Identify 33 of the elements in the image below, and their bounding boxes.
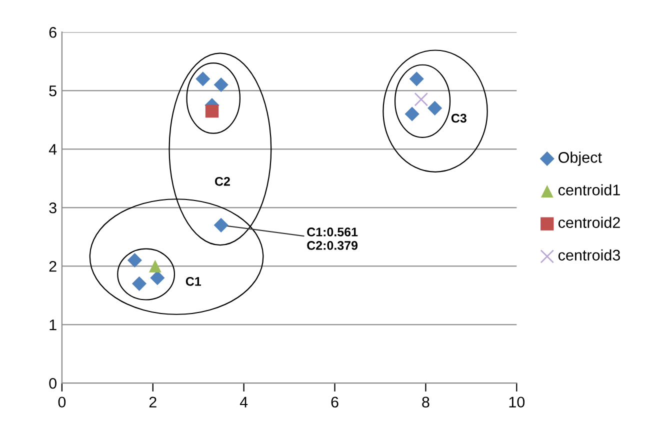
point — [148, 260, 162, 272]
point — [214, 218, 228, 232]
annotation: C1:0.561 C2:0.379 — [307, 228, 358, 250]
point — [404, 106, 420, 122]
point — [196, 72, 210, 86]
y-tick-label: 4 — [48, 144, 57, 155]
point — [127, 252, 142, 268]
x-tick-label: 8 — [422, 396, 430, 408]
y-tick-label: 6 — [49, 26, 56, 38]
y-tick-label: 5 — [49, 86, 56, 96]
point — [409, 72, 424, 86]
point — [150, 270, 165, 286]
y-tick-label: 0 — [49, 378, 56, 389]
legend-label: centroid1 — [558, 184, 620, 196]
annotation: C2 — [214, 176, 230, 186]
point — [214, 77, 228, 92]
annotation: C3 — [451, 114, 466, 123]
x-tick-label: 4 — [240, 396, 248, 408]
x-tick-label: 10 — [509, 396, 525, 408]
point — [428, 100, 442, 116]
x-tick-label: 2 — [149, 396, 156, 408]
legend-label: centroid3 — [558, 249, 620, 261]
annotation: C1 — [186, 276, 201, 286]
y-tick-label: 3 — [49, 202, 56, 214]
point — [414, 92, 428, 106]
y-tick-label: 1 — [50, 320, 56, 330]
x-tick-label: 6 — [331, 396, 338, 408]
legend-label: Object — [558, 152, 602, 166]
point — [132, 276, 147, 291]
x-tick-label: 0 — [58, 396, 66, 408]
point — [205, 104, 219, 118]
legend-label: centroid2 — [558, 216, 620, 228]
y-tick-label: 2 — [49, 260, 56, 272]
